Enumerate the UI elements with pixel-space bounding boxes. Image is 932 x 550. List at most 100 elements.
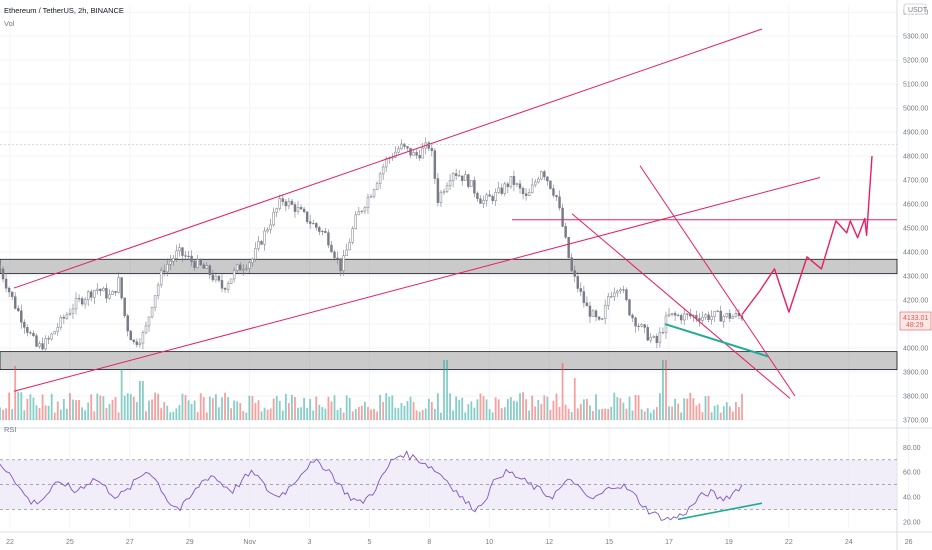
candle-body xyxy=(114,291,117,293)
candle-body xyxy=(178,247,181,252)
volume-bar xyxy=(418,411,421,420)
candle-body xyxy=(686,313,689,315)
candle-body xyxy=(482,200,485,204)
volume-bar xyxy=(151,399,153,420)
candle-body xyxy=(378,173,382,184)
volume-bar xyxy=(579,404,582,420)
candle-body xyxy=(248,262,251,269)
candle-body xyxy=(384,158,388,168)
volume-bar xyxy=(56,401,59,420)
volume-bar xyxy=(552,400,555,420)
price-tick-label: 5100.00 xyxy=(903,82,928,89)
candle-body xyxy=(181,247,184,256)
volume-bar xyxy=(674,398,677,420)
candle-body xyxy=(470,180,473,187)
volume-bar xyxy=(135,402,138,420)
candle-body xyxy=(232,270,236,280)
candle-body xyxy=(144,325,148,333)
volume-bar xyxy=(178,405,181,420)
volume-bar xyxy=(430,401,433,420)
volume-bar xyxy=(646,408,649,420)
candle-body xyxy=(570,257,573,271)
volume-bar xyxy=(479,393,482,420)
candle-body xyxy=(610,296,613,298)
candle-body xyxy=(159,270,163,286)
candle-body xyxy=(679,315,683,321)
rsi-tick-label: 40.00 xyxy=(903,495,921,502)
candle-body xyxy=(59,316,63,328)
candle-body xyxy=(713,311,716,317)
volume-bar xyxy=(385,393,388,420)
volume-bar xyxy=(509,397,512,420)
volume-bar xyxy=(38,408,41,420)
candle-body xyxy=(731,316,735,319)
volume-bar xyxy=(549,409,552,420)
volume-bar xyxy=(573,378,576,420)
currency-badge[interactable] xyxy=(903,3,927,15)
candle-body xyxy=(357,211,361,216)
candle-body xyxy=(351,228,354,243)
volume-bar xyxy=(205,412,208,420)
volume-bar xyxy=(266,409,269,420)
volume-bar xyxy=(537,399,540,420)
price-zone xyxy=(0,258,898,275)
time-axis[interactable]: 22 25 27 29 Nov 3 5 8 10 12 15 17 19 22 24 26 xyxy=(6,539,913,546)
volume-bar xyxy=(683,398,686,420)
candle-body xyxy=(354,214,358,229)
volume-bar xyxy=(312,410,315,420)
volume-bar xyxy=(44,405,47,420)
volume-bar xyxy=(224,392,226,420)
volume-bar xyxy=(689,392,692,420)
price-tick-label: 5000.00 xyxy=(903,106,928,113)
candle-body xyxy=(56,327,59,332)
candle-body xyxy=(661,332,665,334)
volume-bar xyxy=(166,405,169,420)
candle-body xyxy=(543,171,546,178)
candle-body xyxy=(695,315,698,319)
volume-bar xyxy=(32,397,35,420)
volume-bar xyxy=(598,409,600,420)
volume-bar xyxy=(470,401,473,420)
rsi-tick-label: 20.00 xyxy=(903,519,921,526)
candle-body xyxy=(704,314,707,318)
volume-bar xyxy=(525,399,527,420)
volume-bar xyxy=(586,398,588,420)
volume-bar xyxy=(382,402,385,420)
time-tick-label: 12 xyxy=(545,539,553,546)
candle-body xyxy=(555,195,558,198)
price-tick-label: 4000.00 xyxy=(903,346,928,353)
candlestick-series xyxy=(0,137,744,351)
candle-body xyxy=(564,226,567,238)
volume-bar xyxy=(415,410,418,420)
volume-bar xyxy=(345,395,348,420)
candle-body xyxy=(281,198,285,202)
volume-bar xyxy=(284,394,287,420)
volume-bar xyxy=(716,404,719,420)
volume-bar xyxy=(8,392,11,420)
volume-bar xyxy=(230,408,233,420)
candle-body xyxy=(330,244,333,253)
candle-body xyxy=(196,259,199,268)
candle-body xyxy=(96,288,99,291)
volume-bar xyxy=(187,400,190,420)
volume-bar xyxy=(263,407,266,420)
price-axis[interactable]: 5400.005300.005200.005100.005000.004900.… xyxy=(903,10,928,425)
volume-bar xyxy=(50,393,53,420)
candle-body xyxy=(166,264,169,273)
candle-body xyxy=(579,288,583,292)
volume-bar xyxy=(306,407,309,420)
volume-bar xyxy=(722,406,725,420)
volume-bar xyxy=(555,393,558,420)
candle-body xyxy=(698,318,701,321)
price-tick-label: 4900.00 xyxy=(903,130,928,137)
volume-bar xyxy=(260,411,263,420)
price-tick-label: 5300.00 xyxy=(903,34,928,41)
candle-body xyxy=(162,270,166,273)
volume-bar xyxy=(543,395,546,420)
candle-body xyxy=(62,316,66,319)
candle-body xyxy=(290,200,294,205)
volume-bar xyxy=(96,393,99,420)
volume-bar xyxy=(202,396,205,420)
candle-body xyxy=(403,143,406,147)
volume-bar xyxy=(0,407,1,420)
